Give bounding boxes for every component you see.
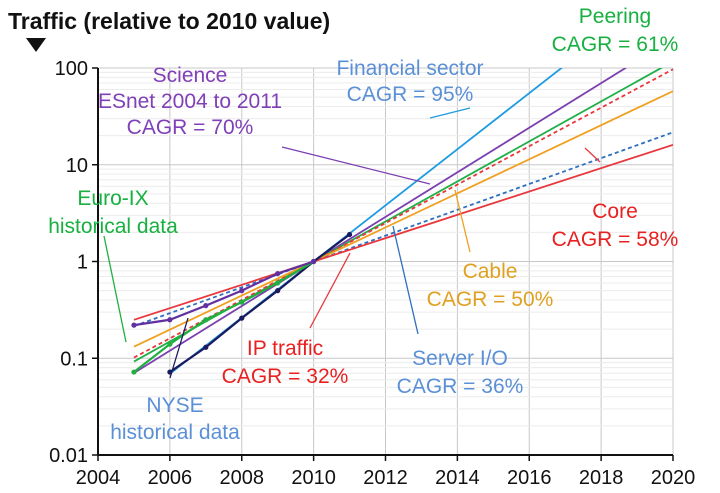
series-line-core: [133, 68, 673, 359]
leader-science: [281, 146, 431, 185]
annotation-core: Core: [592, 200, 638, 223]
leader-server: [392, 225, 419, 335]
y-tick-label: 0.1: [60, 348, 88, 370]
x-tick-label: 2016: [507, 467, 552, 489]
x-tick-label: 2018: [579, 467, 624, 489]
labels: 2004 2006 2008 2010 2012 2014 2016 2018 2020 0.01…: [48, 5, 695, 489]
leader-cable: [454, 189, 471, 253]
historical-point-euroix: [239, 299, 245, 305]
annotation-euroix: historical data: [48, 215, 178, 238]
y-tick-label: 100: [55, 58, 88, 80]
historical-point-euroix: [131, 369, 137, 375]
historical-line-esnet: [133, 260, 314, 327]
historical-point-euroix: [203, 317, 209, 323]
historical-point-nyse: [275, 288, 281, 294]
annotation-nyse: NYSE: [146, 394, 203, 417]
x-tick-label: 2006: [148, 467, 193, 489]
axes: [92, 67, 674, 461]
historical-point-nyse: [346, 231, 353, 238]
historical-point-esnet: [275, 270, 281, 277]
leader-lines: [103, 107, 601, 379]
historical-point-euroix: [167, 341, 173, 347]
annotation-peering: Peering: [579, 5, 651, 28]
annotation-server: Server I/O: [412, 347, 508, 370]
annotation-ip: IP traffic: [247, 337, 323, 360]
x-tick-label: 2010: [291, 467, 336, 489]
x-tick-label: 2012: [363, 467, 408, 489]
annotation-financial: Financial sector: [336, 57, 483, 80]
leader-financial: [429, 107, 471, 119]
series-line-ip: [133, 143, 673, 321]
historical-point-esnet: [239, 288, 245, 294]
series-line-science: [133, 68, 628, 374]
annotation-cable: Cable: [463, 260, 518, 283]
historical-point-nyse: [239, 315, 245, 321]
leader-euroix: [103, 235, 127, 343]
y-tick-label: 0.01: [49, 445, 88, 467]
historical-series: [131, 231, 353, 375]
historical-point-esnet: [131, 322, 137, 328]
annotation-science: Science: [153, 64, 228, 87]
annotation-euroix: Euro-IX: [77, 187, 148, 210]
x-tick-label: 2004: [76, 467, 121, 489]
historical-point-nyse: [203, 344, 209, 350]
historical-line-euroix: [133, 260, 315, 373]
historical-point-euroix: [275, 280, 281, 286]
down-arrow-icon: [26, 38, 46, 52]
annotation-science: CAGR = 70%: [127, 116, 254, 139]
annotation-financial: CAGR = 95%: [347, 83, 474, 106]
y-tick-label: 1: [77, 252, 88, 274]
x-tick-label: 2014: [435, 467, 480, 489]
series-line-server: [133, 131, 673, 327]
x-tick-label: 2008: [220, 467, 265, 489]
leader-ip: [309, 252, 351, 329]
historical-point-esnet: [311, 258, 317, 265]
historical-point-esnet: [203, 303, 209, 309]
x-tick-label: 2020: [651, 467, 696, 489]
annotation-science: ESnet 2004 to 2011: [98, 90, 282, 113]
historical-line-nyse: [169, 233, 351, 373]
annotation-ip: CAGR = 32%: [222, 365, 349, 388]
annotation-nyse: historical data: [110, 421, 240, 444]
leader-core: [584, 147, 601, 163]
annotation-peering: CAGR = 61%: [552, 33, 679, 56]
series-line-cable: [133, 90, 673, 348]
y-tick-label: 10: [66, 155, 88, 177]
annotation-cable: CAGR = 50%: [427, 288, 554, 311]
annotation-core: CAGR = 58%: [552, 228, 679, 251]
chart-title: Traffic (relative to 2010 value): [8, 8, 330, 34]
historical-point-esnet: [167, 317, 173, 323]
annotation-server: CAGR = 36%: [397, 375, 524, 398]
leader-nyse: [169, 317, 189, 379]
